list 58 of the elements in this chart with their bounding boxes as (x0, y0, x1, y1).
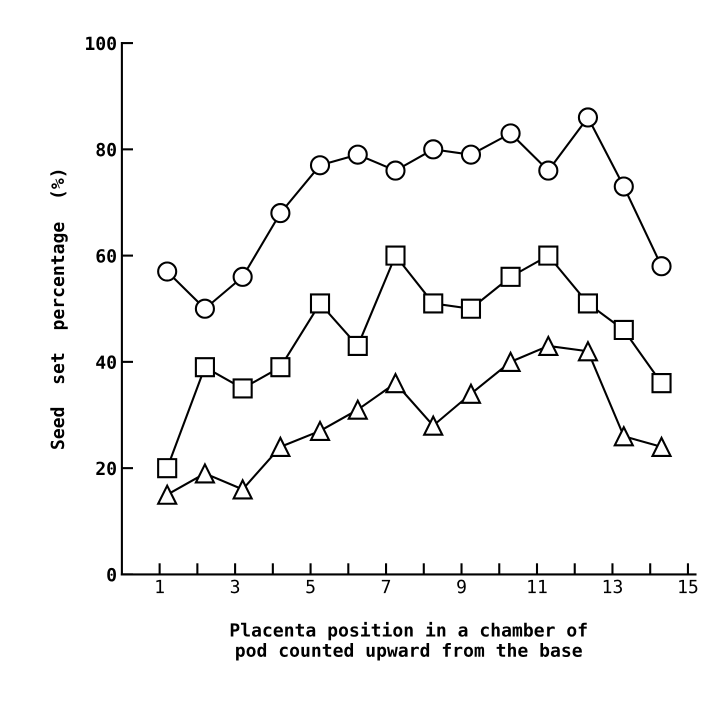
point (460, 298, 482, 319)
point (460, 144, 482, 165)
point (614, 176, 634, 197)
y-tick-label: 20 (96, 462, 116, 476)
point (157, 458, 178, 478)
y-axis-title: Seed set percentage (%) (50, 170, 68, 449)
point (500, 266, 521, 287)
point (385, 160, 406, 181)
point (270, 203, 290, 224)
x-tick-label: 5 (306, 580, 315, 594)
point (348, 336, 368, 356)
point (614, 426, 634, 446)
y-tick-label: 100 (86, 36, 116, 50)
x-tick-label: 15 (679, 580, 698, 594)
y-tick-label: 40 (96, 355, 116, 369)
point (423, 293, 444, 314)
y-tick-label: 0 (107, 568, 116, 582)
point (310, 155, 330, 176)
point (270, 436, 290, 457)
point (423, 416, 444, 436)
point (348, 144, 368, 165)
x-tick-label: 3 (230, 580, 240, 594)
x-tick-label: 11 (528, 580, 547, 594)
x-axis-title: Placenta position in a chamber of pod counted upward from the base (230, 622, 587, 660)
point (232, 266, 253, 287)
point (232, 479, 253, 500)
point (385, 246, 406, 266)
point (651, 436, 672, 457)
x-tick-label: 1 (156, 580, 164, 594)
point (538, 246, 558, 266)
point (538, 160, 558, 181)
point (423, 139, 444, 160)
point (157, 261, 178, 282)
point (651, 373, 672, 394)
point (232, 378, 253, 399)
x-tick-label: 7 (382, 580, 390, 594)
point (500, 352, 521, 372)
point (578, 293, 598, 314)
y-tick-label: 80 (96, 142, 116, 156)
point (460, 384, 482, 404)
x-tick-label: 13 (604, 580, 622, 594)
point (348, 400, 368, 420)
point (651, 256, 672, 276)
point (194, 357, 215, 378)
point (538, 336, 558, 356)
point (614, 320, 634, 340)
point (310, 293, 330, 314)
point (578, 107, 598, 128)
x-tick-label: 9 (457, 580, 466, 594)
point (194, 298, 215, 319)
point (578, 341, 598, 362)
point (385, 373, 406, 394)
point (270, 357, 290, 378)
point (500, 123, 521, 144)
y-tick-label: 60 (96, 249, 116, 263)
point (194, 463, 215, 484)
point (157, 484, 178, 505)
point (310, 420, 330, 442)
